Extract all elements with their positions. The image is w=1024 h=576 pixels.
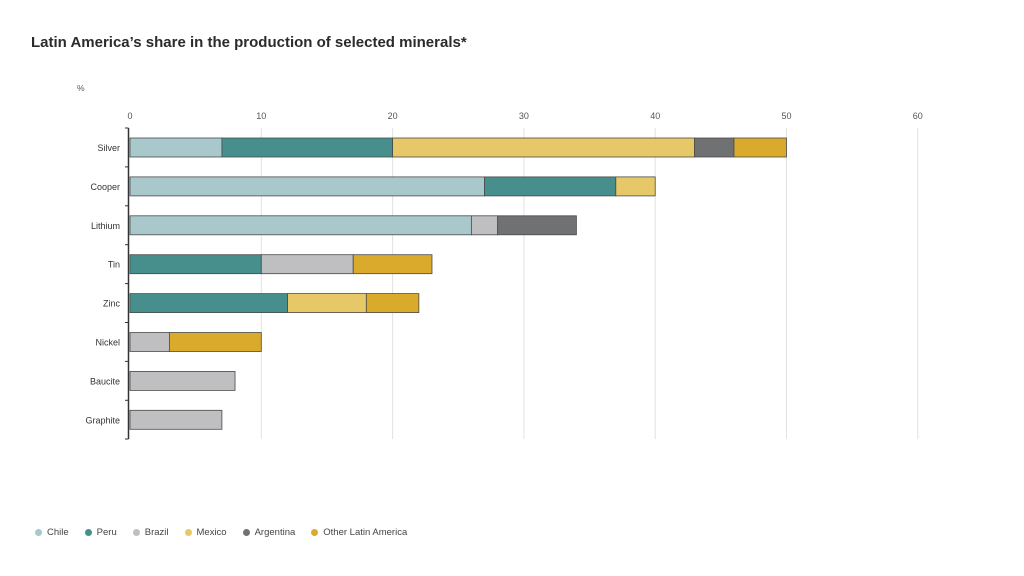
bar-lithium-brazil: [470, 215, 499, 236]
chart-legend: Chile Peru Brazil Mexico Argentina Other…: [35, 527, 407, 538]
bar-tin-brazil: [260, 254, 354, 275]
legend-swatch-chile: [35, 529, 42, 536]
legend-label-other-latin-america: Other Latin America: [323, 527, 408, 538]
bar-silver-chile: [129, 137, 223, 158]
bar-silver-peru: [221, 137, 394, 158]
bar-cooper-chile: [129, 176, 485, 197]
legend-swatch-other-latin-america: [311, 529, 319, 536]
x-tick-label-20: 20: [388, 111, 398, 121]
bar-zinc-mexico: [287, 293, 367, 314]
legend-item-peru: Peru: [84, 527, 117, 538]
x-tick-label-50: 50: [781, 111, 791, 121]
bar-zinc-other-latin-america: [365, 293, 420, 314]
legend-item-other-latin-america: Other Latin America: [311, 527, 407, 538]
bar-cooper-mexico: [615, 176, 656, 197]
bar-lithium-argentina: [497, 215, 577, 236]
category-label-graphite: Graphite: [85, 415, 120, 425]
bar-tin-other-latin-america: [352, 254, 433, 275]
category-label-cooper: Cooper: [90, 182, 120, 192]
legend-label-peru: Peru: [96, 527, 117, 538]
legend-label-argentina: Argentina: [254, 527, 296, 538]
legend-item-chile: Chile: [35, 527, 69, 538]
x-tick-label-40: 40: [650, 111, 660, 121]
legend-label-brazil: Brazil: [144, 527, 169, 538]
bar-nickel-other-latin-america: [168, 332, 262, 352]
bar-zinc-peru: [129, 293, 288, 314]
category-label-lithium: Lithium: [91, 221, 120, 231]
category-label-zinc: Zinc: [103, 299, 121, 309]
x-tick-label-10: 10: [256, 111, 266, 121]
bar-lithium-chile: [129, 215, 472, 236]
bar-graphite-brazil: [129, 409, 223, 430]
legend-swatch-brazil: [132, 529, 140, 536]
legend-swatch-peru: [84, 529, 92, 536]
bar-silver-mexico: [392, 137, 695, 158]
category-label-nickel: Nickel: [95, 338, 120, 348]
bar-baucite-brazil: [129, 370, 236, 391]
category-label-tin: Tin: [108, 260, 120, 270]
x-tick-label-30: 30: [519, 111, 529, 121]
legend-item-brazil: Brazil: [132, 527, 169, 538]
legend-label-mexico: Mexico: [196, 527, 227, 538]
legend-swatch-mexico: [184, 529, 192, 536]
bar-cooper-peru: [484, 176, 617, 197]
legend-label-chile: Chile: [47, 527, 69, 538]
unit-label: %: [77, 83, 85, 93]
x-tick-label-0: 0: [127, 111, 132, 121]
bar-silver-other-latin-america: [733, 137, 787, 158]
bar-tin-peru: [129, 254, 262, 275]
x-tick-label-60: 60: [913, 111, 923, 121]
bar-silver-argentina: [694, 137, 735, 158]
legend-item-mexico: Mexico: [184, 527, 227, 538]
legend-swatch-argentina: [242, 529, 250, 536]
legend-item-argentina: Argentina: [242, 527, 296, 538]
category-label-silver: Silver: [97, 143, 120, 153]
bar-nickel-brazil: [129, 332, 170, 352]
category-label-baucite: Baucite: [90, 376, 120, 386]
chart-title: Latin America’s share in the production …: [31, 34, 467, 51]
